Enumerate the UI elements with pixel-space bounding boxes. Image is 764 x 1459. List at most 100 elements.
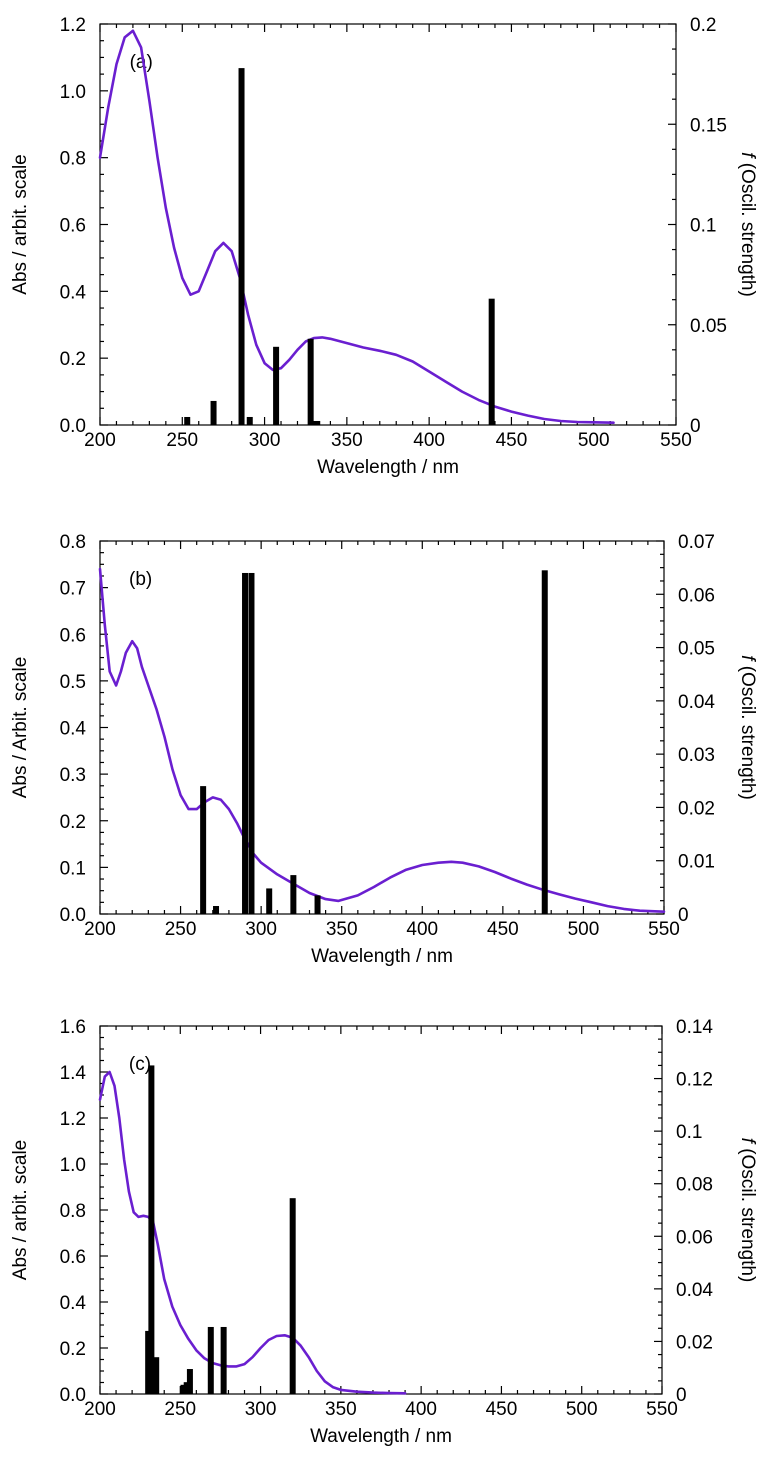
absorption-spectrum-line [98,567,666,914]
oscillator-stick [186,1369,193,1394]
oscillator-stick [183,1382,190,1394]
y2-tick-label: 0.03 [678,745,715,766]
oscillator-stick [488,298,495,425]
y-tick-label: 1.0 [60,82,86,103]
x-tick-label: 550 [648,919,680,940]
y-tick-label: 0.6 [60,1247,86,1268]
y2-tick-label: 0.1 [690,216,716,237]
y-tick-label: 0.5 [60,672,86,693]
plot-frame [99,23,677,426]
y-tick-label: 1.4 [60,1063,87,1084]
x-axis-title: Wavelength / nm [317,457,459,478]
y-tick-label: 0.2 [60,1339,86,1360]
y-tick-label: 0.2 [60,349,86,370]
y-tick-label: 0.3 [60,765,86,786]
y2-tick-label: 0.2 [690,15,716,36]
oscillator-stick [290,875,297,914]
plot-frame [99,1025,663,1395]
y2-tick-label: 0 [678,905,689,926]
y-tick-label: 0.4 [60,719,87,740]
oscillator-stick [314,420,321,425]
oscillator-stick [246,416,253,425]
y-tick-label: 0.6 [60,216,86,237]
y2-axis-title-symbol: f [737,152,758,159]
x-tick-label: 350 [326,919,358,940]
absorption-spectrum-line [98,1070,407,1395]
y-tick-label: 1.2 [60,15,86,36]
x-tick-label: 300 [249,430,281,451]
oscillator-stick [213,906,220,914]
y2-axis-title: f (Oscil. strength) [737,655,758,800]
y2-axis-title: f (Oscil. strength) [737,152,758,297]
panel-label: (a) [130,52,153,73]
y-tick-label: 0.1 [60,858,86,879]
oscillator-stick [200,786,207,914]
y-tick-label: 0.8 [60,1201,86,1222]
x-tick-label: 500 [578,430,610,451]
oscillator-stick [242,572,249,914]
panel-label: (b) [129,569,152,590]
x-tick-label: 550 [660,430,692,451]
oscillator-stick [145,1330,152,1394]
y-tick-label: 1.0 [60,1155,86,1176]
y2-axis-title-symbol: f [737,655,758,662]
y-tick-label: 0.0 [60,905,86,926]
y2-tick-label: 0 [690,416,701,437]
x-tick-label: 200 [84,1399,116,1420]
y2-tick-label: 0.02 [678,798,715,819]
y2-tick-label: 0.05 [690,316,727,337]
y2-axis-title: f (Oscil. strength) [737,1138,758,1283]
y2-tick-label: 0.05 [678,639,715,660]
x-tick-label: 450 [486,1399,518,1420]
oscillator-stick [148,1065,155,1394]
oscillator-stick [266,888,273,914]
y2-tick-label: 0.06 [678,585,715,606]
y2-axis-title-symbol: f [737,1138,758,1145]
y2-tick-label: 0.07 [678,532,715,553]
x-tick-label: 500 [566,1399,598,1420]
oscillator-stick [307,338,314,425]
y-axis-title: Abs / arbit. scale [10,154,31,294]
y-tick-label: 0.8 [60,532,86,553]
y-tick-label: 0.8 [60,149,86,170]
y-tick-label: 1.6 [60,1017,86,1038]
oscillator-stick [210,400,217,425]
oscillator-stick [153,1357,160,1394]
oscillator-stick [207,1326,214,1394]
x-tick-label: 200 [84,919,116,940]
x-tick-label: 300 [245,919,277,940]
y-tick-label: 0.0 [60,416,86,437]
y2-tick-label: 0.14 [676,1017,713,1038]
y-axis-title: Abs / Arbit. scale [10,657,31,799]
oscillator-stick [541,570,548,914]
x-tick-label: 200 [84,430,116,451]
y2-axis-title-text: (Oscil. strength) [737,660,758,799]
x-tick-label: 400 [405,1399,437,1420]
x-tick-label: 350 [331,430,363,451]
y2-tick-label: 0 [676,1385,687,1406]
x-axis-title: Wavelength / nm [310,1426,452,1447]
oscillator-stick [238,68,245,426]
oscillator-stick [180,1384,187,1394]
y-tick-label: 0.7 [60,579,86,600]
oscillator-stick [273,346,280,425]
x-tick-label: 300 [245,1399,277,1420]
y2-tick-label: 0.12 [676,1070,713,1091]
y2-tick-label: 0.04 [676,1280,713,1301]
x-tick-label: 250 [166,430,198,451]
y2-tick-label: 0.02 [676,1332,713,1353]
y2-tick-label: 0.06 [676,1227,713,1248]
y2-axis-title-text: (Oscil. strength) [737,157,758,296]
y-axis-title: Abs / arbit. scale [10,1140,31,1280]
x-tick-label: 500 [568,919,600,940]
panel-0: 200 250 300 350 400 450 500 550 0.0 0.2 0.4 0.6 0.8 1… [10,15,758,478]
oscillator-stick [314,895,321,914]
x-tick-label: 350 [325,1399,357,1420]
x-axis-title: Wavelength / nm [311,946,453,967]
x-tick-label: 450 [487,919,519,940]
y-tick-label: 0.2 [60,812,86,833]
oscillator-stick [248,572,255,914]
x-tick-label: 250 [165,919,197,940]
x-tick-label: 400 [406,919,438,940]
